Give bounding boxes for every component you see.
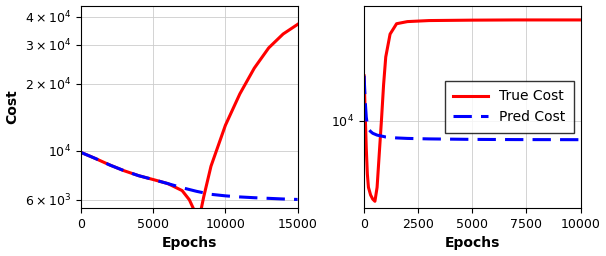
- Pred Cost: [577, 138, 584, 141]
- True Cost: [380, 83, 387, 86]
- True Cost: [265, 46, 272, 49]
- True Cost: [425, 19, 433, 22]
- True Cost: [393, 22, 400, 25]
- Pred Cost: [207, 193, 215, 196]
- Legend: True Cost, Pred Cost: True Cost, Pred Cost: [445, 81, 573, 133]
- True Cost: [365, 186, 372, 189]
- True Cost: [150, 178, 157, 181]
- True Cost: [200, 195, 207, 198]
- True Cost: [512, 18, 519, 22]
- Pred Cost: [468, 138, 476, 141]
- True Cost: [236, 92, 244, 95]
- Line: Pred Cost: Pred Cost: [364, 76, 581, 140]
- True Cost: [371, 200, 379, 203]
- True Cost: [294, 23, 301, 26]
- Pred Cost: [364, 123, 371, 126]
- True Cost: [92, 157, 99, 160]
- True Cost: [468, 19, 476, 22]
- Pred Cost: [365, 127, 372, 131]
- True Cost: [362, 147, 370, 150]
- True Cost: [404, 20, 411, 23]
- Pred Cost: [78, 151, 85, 154]
- Pred Cost: [367, 130, 375, 133]
- Pred Cost: [279, 197, 287, 200]
- True Cost: [185, 198, 193, 201]
- Pred Cost: [425, 137, 433, 141]
- Pred Cost: [92, 157, 99, 160]
- Line: True Cost: True Cost: [81, 24, 298, 217]
- Pred Cost: [382, 135, 390, 138]
- True Cost: [364, 173, 371, 176]
- Pred Cost: [404, 137, 411, 140]
- True Cost: [135, 174, 142, 177]
- True Cost: [164, 182, 171, 185]
- True Cost: [207, 165, 215, 168]
- True Cost: [361, 74, 368, 77]
- Pred Cost: [107, 164, 114, 167]
- Line: Pred Cost: Pred Cost: [81, 153, 298, 199]
- True Cost: [279, 33, 287, 36]
- Pred Cost: [251, 196, 258, 199]
- True Cost: [577, 18, 584, 22]
- True Cost: [373, 186, 381, 189]
- Pred Cost: [371, 133, 379, 136]
- X-axis label: Epochs: Epochs: [445, 237, 500, 250]
- Pred Cost: [193, 190, 200, 193]
- Pred Cost: [179, 186, 186, 189]
- Pred Cost: [135, 174, 142, 177]
- True Cost: [196, 216, 203, 219]
- True Cost: [376, 152, 383, 155]
- Pred Cost: [362, 99, 369, 102]
- True Cost: [382, 56, 390, 59]
- True Cost: [78, 151, 85, 154]
- True Cost: [251, 67, 258, 70]
- True Cost: [378, 119, 385, 122]
- True Cost: [121, 169, 128, 172]
- Pred Cost: [222, 194, 229, 197]
- True Cost: [369, 198, 376, 201]
- Pred Cost: [265, 197, 272, 200]
- True Cost: [367, 194, 375, 197]
- Pred Cost: [362, 115, 370, 119]
- True Cost: [222, 124, 229, 127]
- Pred Cost: [373, 134, 381, 137]
- Line: True Cost: True Cost: [364, 20, 581, 201]
- Pred Cost: [512, 138, 519, 141]
- True Cost: [85, 154, 92, 157]
- True Cost: [193, 214, 200, 217]
- Pred Cost: [376, 134, 383, 137]
- X-axis label: Epochs: Epochs: [162, 237, 217, 250]
- Pred Cost: [150, 178, 157, 181]
- True Cost: [179, 189, 186, 192]
- Pred Cost: [164, 182, 171, 185]
- Pred Cost: [121, 169, 128, 172]
- Pred Cost: [236, 195, 244, 198]
- Pred Cost: [378, 134, 385, 137]
- Y-axis label: Cost: Cost: [5, 90, 19, 124]
- Pred Cost: [294, 198, 301, 201]
- True Cost: [387, 33, 394, 36]
- Pred Cost: [369, 132, 376, 135]
- Pred Cost: [361, 74, 368, 77]
- Pred Cost: [393, 136, 400, 140]
- True Cost: [362, 112, 369, 115]
- True Cost: [107, 164, 114, 167]
